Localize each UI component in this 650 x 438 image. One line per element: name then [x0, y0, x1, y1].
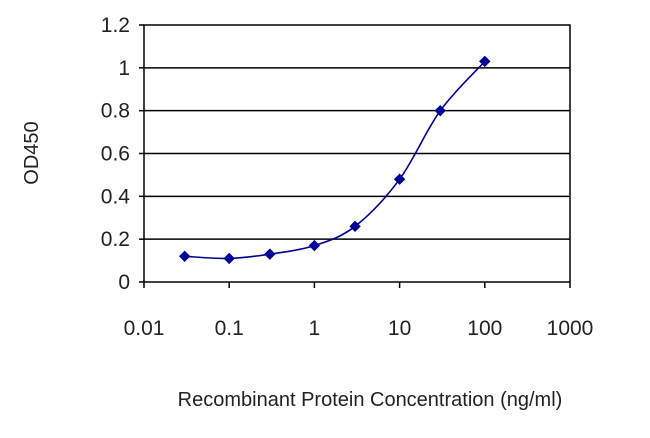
y-tick-label: 0.4: [101, 185, 131, 208]
data-point-marker: [223, 252, 235, 265]
x-tick-label: 10: [388, 317, 411, 340]
data-point-marker: [349, 220, 361, 233]
x-tick-label: 1000: [547, 317, 594, 340]
x-tick-label: 100: [467, 317, 502, 340]
y-axis-title: OD450: [21, 121, 43, 184]
y-tick-label: 1.2: [101, 14, 130, 37]
data-point-marker: [264, 248, 276, 260]
data-point-marker: [178, 250, 191, 263]
y-tick-label: 0.6: [101, 143, 130, 166]
y-tick-label: 0.8: [101, 100, 130, 123]
y-tick-label: 1: [118, 57, 130, 80]
data-point-marker: [308, 239, 321, 252]
gridlines: [144, 67, 570, 240]
x-tick-label: 0.1: [215, 317, 244, 340]
series-layer: [178, 55, 491, 265]
x-tick-label: 0.01: [124, 317, 165, 340]
x-axis-title: Recombinant Protein Concentration (ng/ml…: [178, 389, 563, 411]
y-tick-label: 0: [118, 271, 130, 294]
axis-ticks: 0 0.2 0.4 0.6 0.8 1 1.2 0.01 0.1 1 10 100 1000: [101, 14, 594, 340]
y-tick-label: 0.2: [101, 228, 130, 251]
x-tick-label: 1: [309, 317, 321, 340]
data-point-marker: [479, 55, 491, 68]
data-point-marker: [434, 104, 446, 117]
data-point-marker: [393, 173, 406, 185]
